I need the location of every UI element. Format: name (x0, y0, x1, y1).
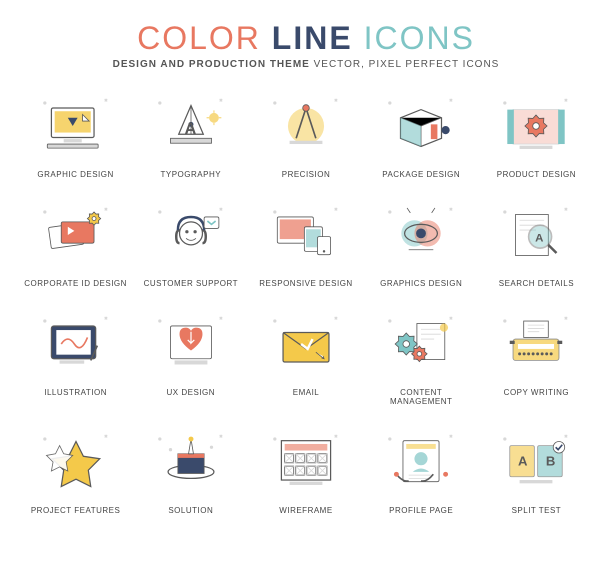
graphic-design-icon (31, 88, 121, 164)
icon-label: COPY WRITING (504, 388, 569, 397)
icon-label: PROFILE PAGE (389, 506, 453, 515)
icon-cell-split-test: ABSPLIT TEST (485, 424, 588, 515)
icon-cell-wireframe: WIREFRAME (254, 424, 357, 515)
product-design-icon (491, 88, 581, 164)
icon-label: ILLUSTRATION (44, 388, 107, 397)
customer-support-icon (146, 197, 236, 273)
main-title: COLOR LINE ICONS (24, 20, 588, 57)
icon-cell-customer-support: CUSTOMER SUPPORT (139, 197, 242, 288)
subtitle-rest: VECTOR, PIXEL PERFECT ICONS (310, 59, 500, 70)
icon-label: PROJECT FEATURES (31, 506, 121, 515)
content-mgmt-icon (376, 306, 466, 382)
icon-label: WIREFRAME (279, 506, 332, 515)
wireframe-icon (261, 424, 351, 500)
icon-label: SOLUTION (168, 506, 213, 515)
icon-label: CONTENT MANAGEMENT (370, 388, 473, 406)
responsive-icon (261, 197, 351, 273)
profile-page-icon (376, 424, 466, 500)
icon-label: PRODUCT DESIGN (497, 170, 576, 179)
icon-label: RESPONSIVE DESIGN (259, 279, 352, 288)
icon-grid: GRAPHIC DESIGN A TYPOGRAPHY PRECISION PACKAG… (24, 88, 588, 515)
title-word-2: LINE (272, 20, 353, 56)
subtitle-bold: DESIGN AND PRODUCTION THEME (113, 59, 310, 70)
copy-writing-icon (491, 306, 581, 382)
icon-cell-ux-design: UX DESIGN (139, 306, 242, 406)
typography-icon: A (146, 88, 236, 164)
icon-label: PACKAGE DESIGN (382, 170, 460, 179)
precision-icon (261, 88, 351, 164)
icon-cell-profile-page: PROFILE PAGE (370, 424, 473, 515)
icon-cell-product-design: PRODUCT DESIGN (485, 88, 588, 179)
icon-label: TYPOGRAPHY (161, 170, 222, 179)
icon-label: SPLIT TEST (512, 506, 562, 515)
svg-text:B: B (546, 453, 555, 468)
split-test-icon: AB (491, 424, 581, 500)
svg-text:A: A (184, 120, 196, 138)
icon-cell-package-design: PACKAGE DESIGN (370, 88, 473, 179)
icon-cell-solution: SOLUTION (139, 424, 242, 515)
solution-icon (146, 424, 236, 500)
ux-design-icon (146, 306, 236, 382)
icon-label: SEARCH DETAILS (499, 279, 574, 288)
header: COLOR LINE ICONS DESIGN AND PRODUCTION T… (24, 20, 588, 70)
package-design-icon (376, 88, 466, 164)
icon-label: CORPORATE ID DESIGN (24, 279, 127, 288)
icon-cell-project-features: PROJECT FEATURES (24, 424, 127, 515)
icon-cell-search-details: A SEARCH DETAILS (485, 197, 588, 288)
project-features-icon (31, 424, 121, 500)
icon-cell-email: EMAIL (254, 306, 357, 406)
search-details-icon: A (491, 197, 581, 273)
subtitle: DESIGN AND PRODUCTION THEME VECTOR, PIXE… (24, 59, 588, 70)
corporate-id-icon (31, 197, 121, 273)
icon-cell-responsive: RESPONSIVE DESIGN (254, 197, 357, 288)
icon-label: EMAIL (293, 388, 320, 397)
icon-cell-content-mgmt: CONTENT MANAGEMENT (370, 306, 473, 406)
icon-label: CUSTOMER SUPPORT (144, 279, 238, 288)
svg-text:A: A (536, 233, 544, 245)
icon-cell-graphic-design: GRAPHIC DESIGN (24, 88, 127, 179)
icon-cell-precision: PRECISION (254, 88, 357, 179)
svg-text:A: A (518, 453, 528, 468)
icon-cell-illustration: ILLUSTRATION (24, 306, 127, 406)
title-word-3: ICONS (364, 20, 475, 56)
title-word-1: COLOR (137, 20, 261, 56)
icon-label: PRECISION (282, 170, 331, 179)
icon-label: GRAPHIC DESIGN (37, 170, 113, 179)
icon-label: UX DESIGN (167, 388, 216, 397)
icon-cell-copy-writing: COPY WRITING (485, 306, 588, 406)
illustration-icon (31, 306, 121, 382)
graphics-design-icon (376, 197, 466, 273)
icon-cell-typography: A TYPOGRAPHY (139, 88, 242, 179)
email-icon (261, 306, 351, 382)
icon-label: GRAPHICS DESIGN (380, 279, 462, 288)
icon-cell-corporate-id: CORPORATE ID DESIGN (24, 197, 127, 288)
icon-cell-graphics-design: GRAPHICS DESIGN (370, 197, 473, 288)
